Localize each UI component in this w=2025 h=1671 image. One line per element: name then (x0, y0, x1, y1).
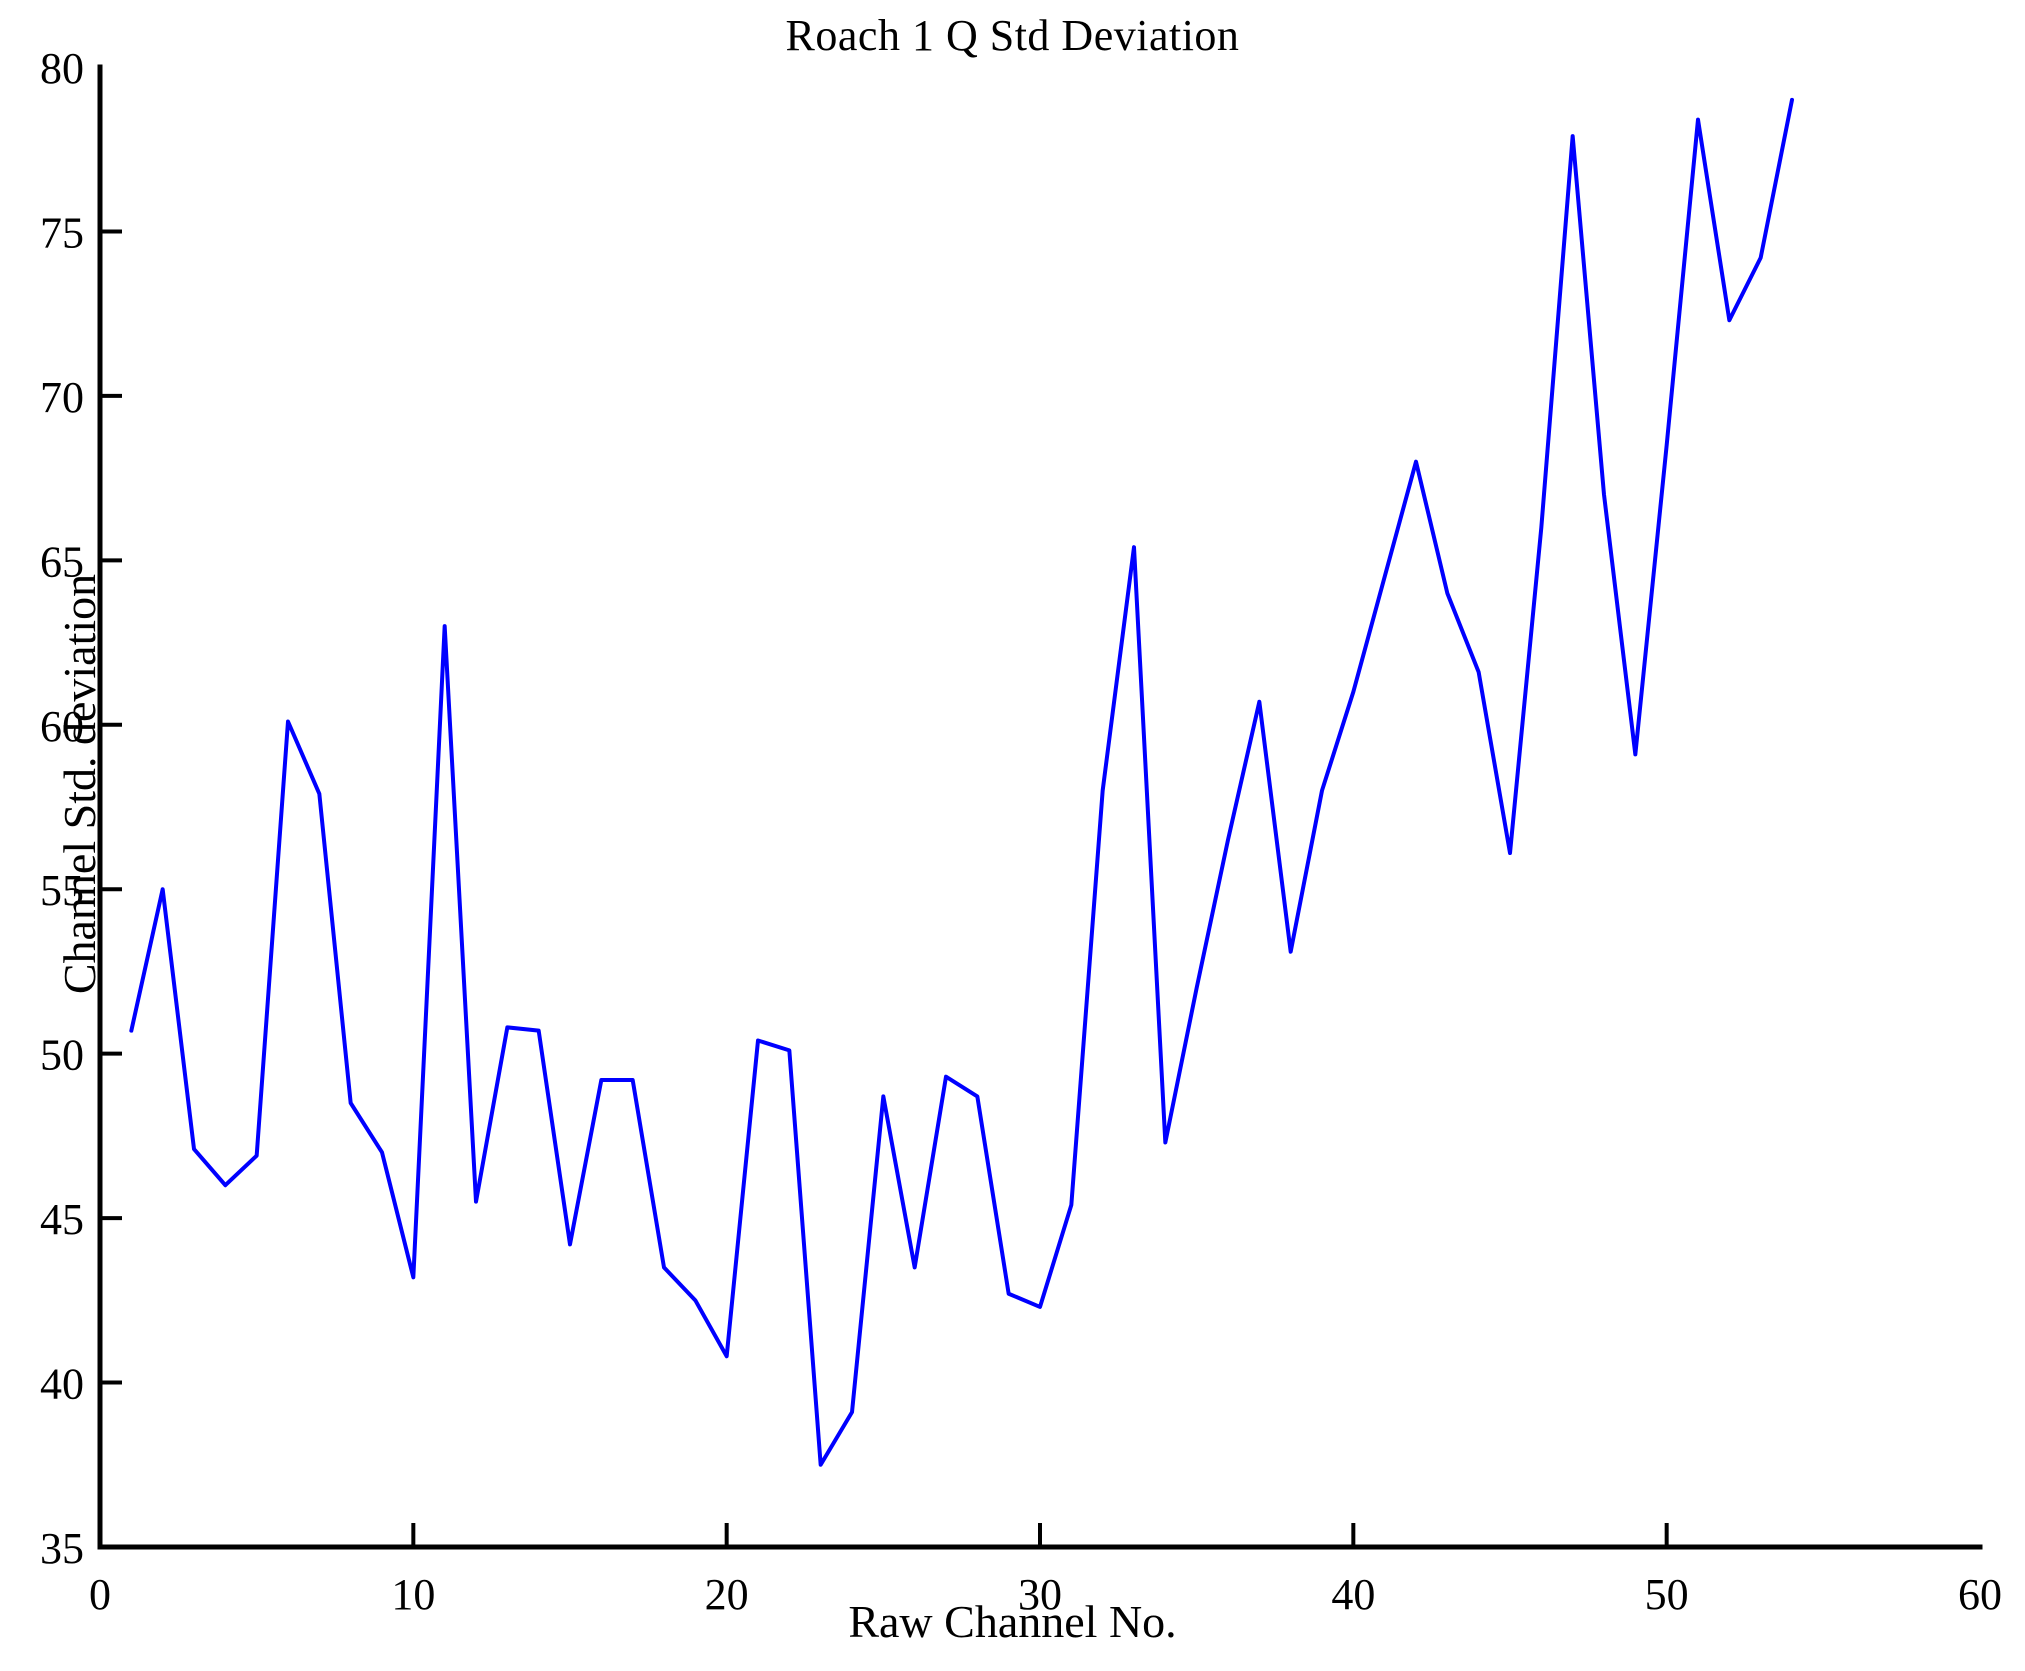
x-tick-label: 30 (1018, 1570, 1062, 1619)
series-line (129, 97, 1794, 1467)
y-tick-label: 45 (40, 1195, 84, 1244)
x-tick-label: 0 (89, 1570, 111, 1619)
y-tick-label: 80 (40, 44, 84, 93)
y-tick-label: 65 (40, 537, 84, 586)
x-tick-label: 10 (391, 1570, 435, 1619)
y-axis-label: Channel Std. deviation (54, 573, 105, 995)
x-tick-label: 50 (1645, 1570, 1689, 1619)
y-tick-label: 35 (40, 1524, 84, 1573)
y-tick-label: 70 (40, 373, 84, 422)
y-tick-label: 40 (40, 1360, 84, 1409)
x-tick-label: 40 (1331, 1570, 1375, 1619)
x-tick-label: 60 (1958, 1570, 2002, 1619)
y-tick-label: 50 (40, 1031, 84, 1080)
x-tick-label: 20 (705, 1570, 749, 1619)
y-tick-label: 60 (40, 702, 84, 751)
y-tick-label: 75 (40, 208, 84, 257)
tick-marks (100, 229, 1669, 1547)
x-axis-label: Raw Channel No. (848, 1596, 1177, 1647)
y-tick-label: 55 (40, 866, 84, 915)
data-series (129, 97, 1794, 1467)
chart-title: Roach 1 Q Std Deviation (785, 11, 1240, 60)
tick-labels: 35 40 45 50 55 60 65 70 75 80 0 10 20 30 40 50 60 (40, 44, 2002, 1619)
axes (97, 64, 1983, 1550)
